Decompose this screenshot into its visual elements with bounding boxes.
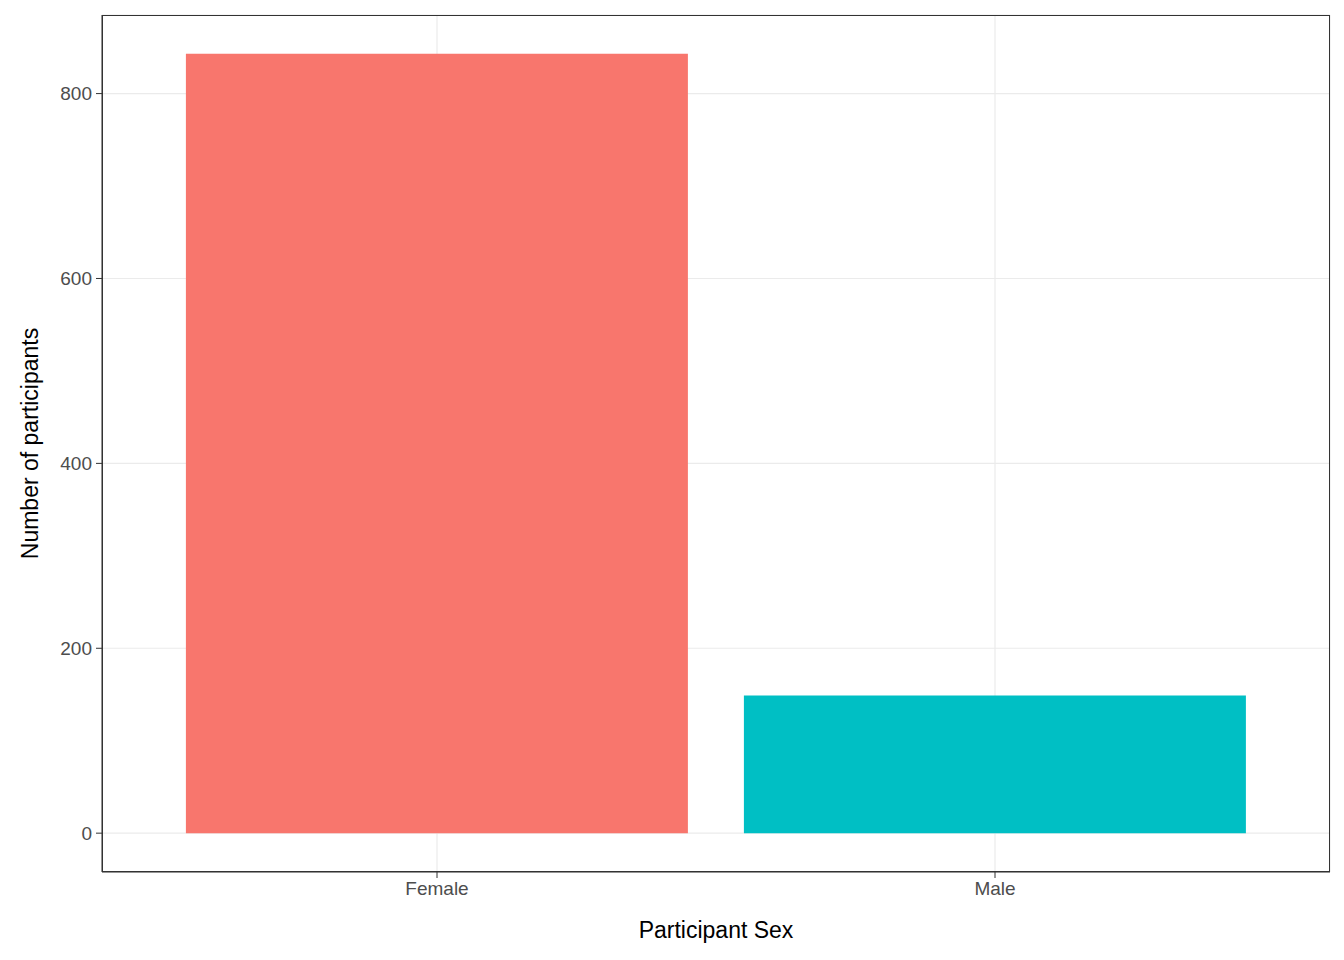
svg-text:600: 600 [60,268,92,289]
svg-text:Female: Female [405,878,468,899]
svg-text:Male: Male [974,878,1015,899]
svg-text:400: 400 [60,453,92,474]
svg-text:Number of participants: Number of participants [17,328,43,559]
svg-text:800: 800 [60,83,92,104]
svg-text:Participant Sex: Participant Sex [639,917,794,943]
svg-text:200: 200 [60,638,92,659]
svg-text:0: 0 [81,823,92,844]
